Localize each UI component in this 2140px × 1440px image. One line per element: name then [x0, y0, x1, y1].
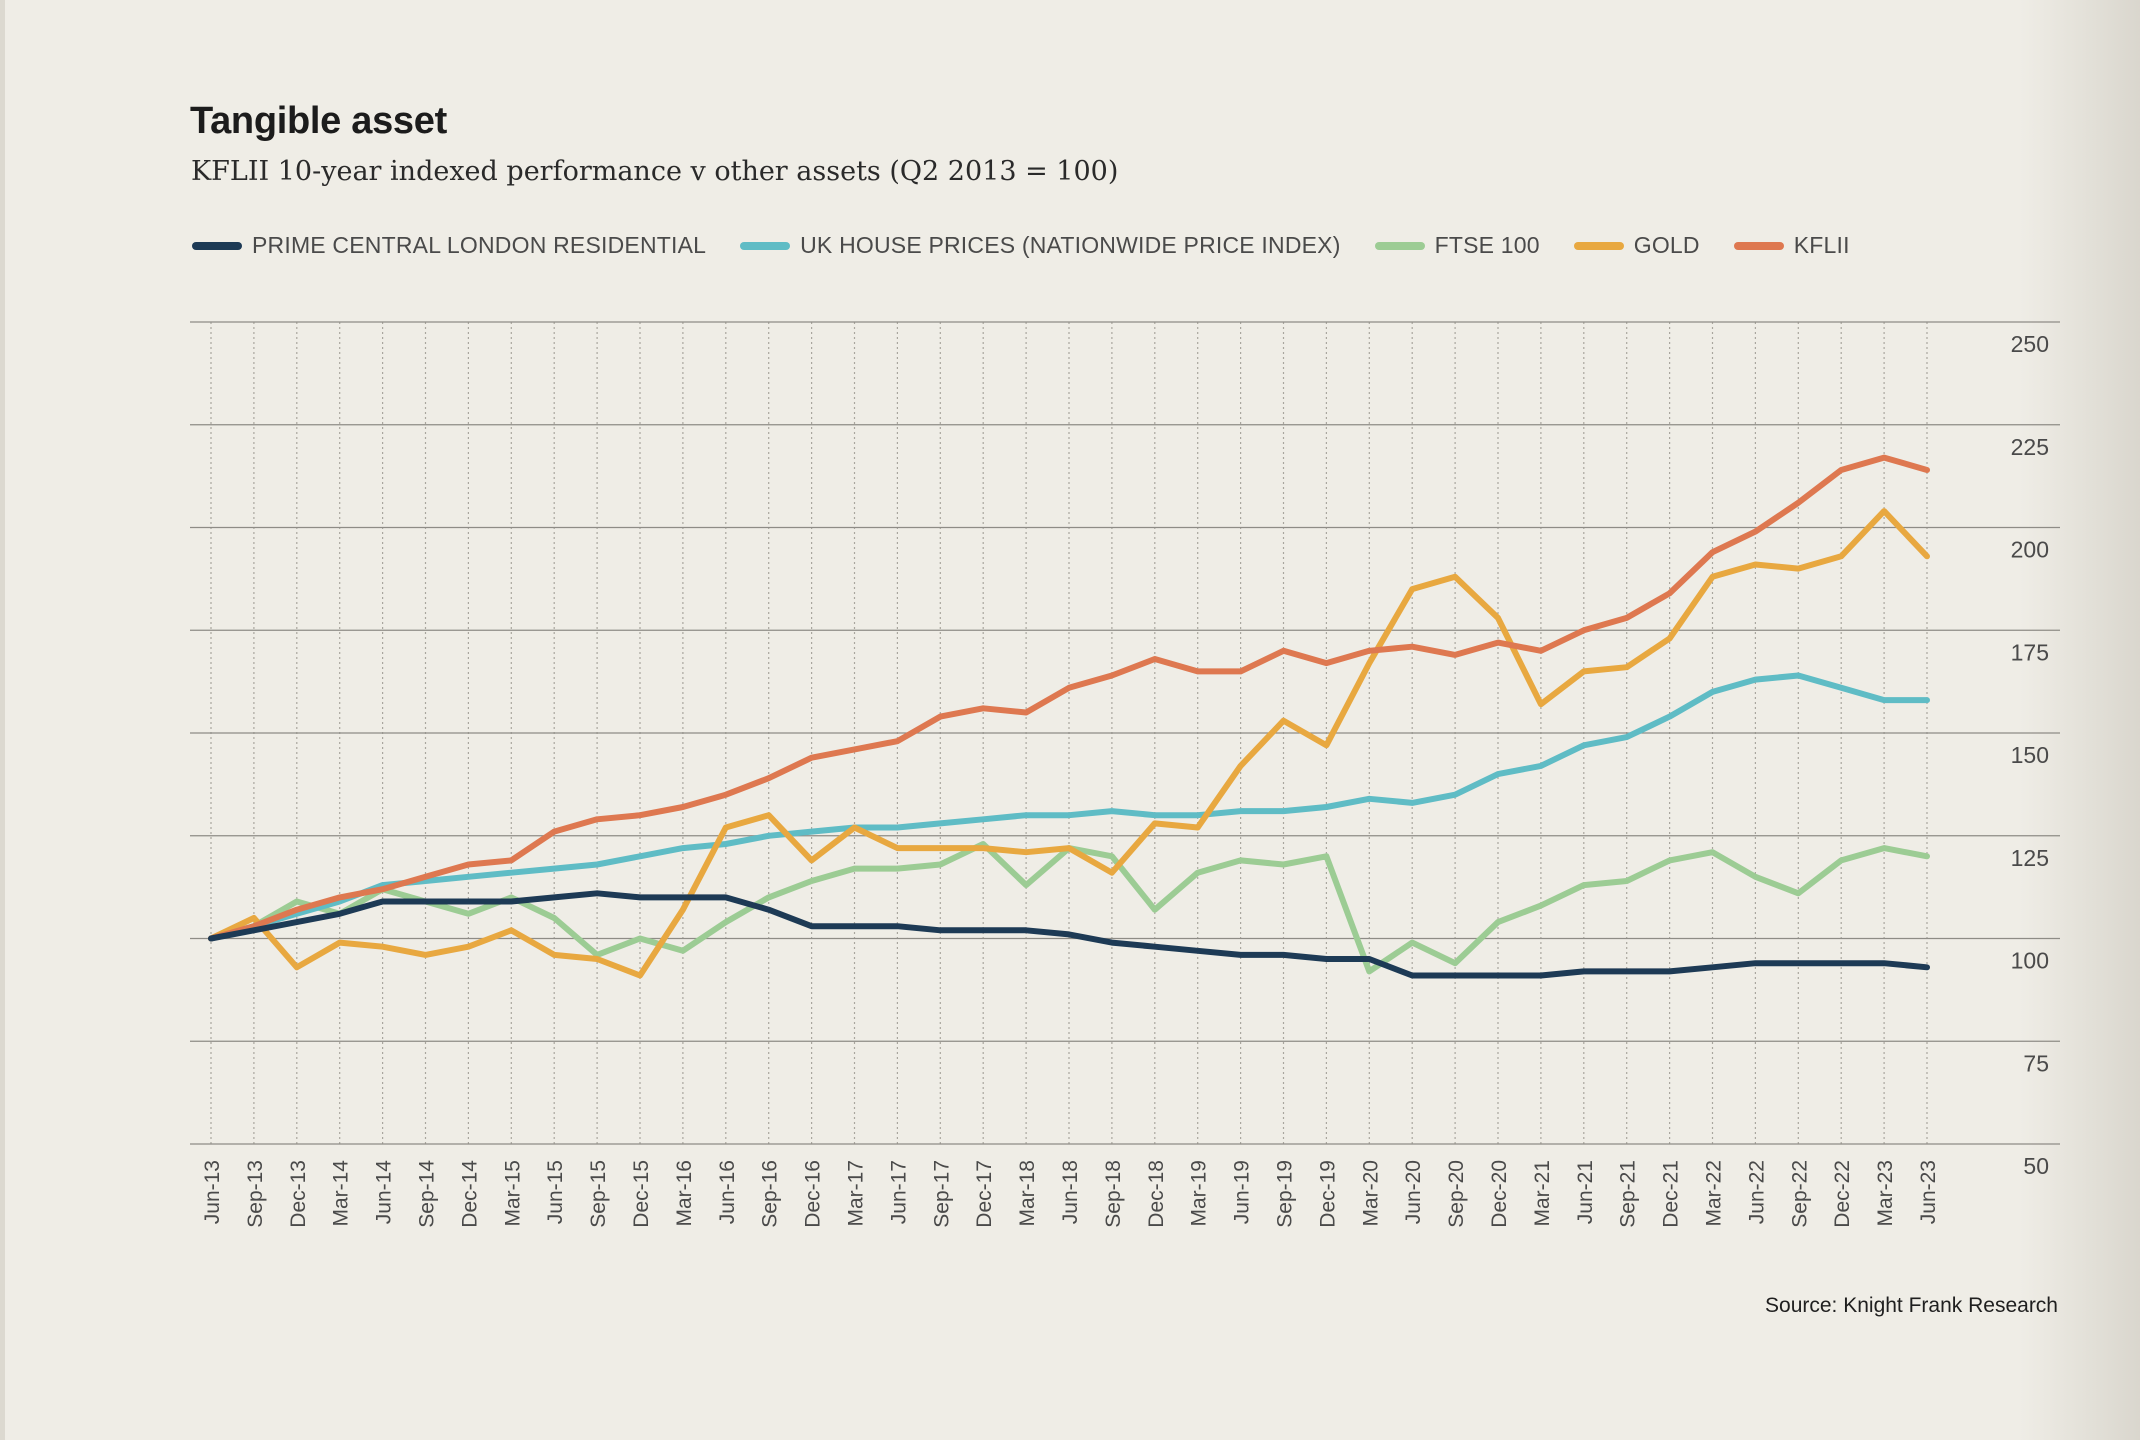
x-tick-label: Dec-15 — [630, 1160, 653, 1228]
series-line-uk-house-prices-nationwide-price-index — [208, 672, 1930, 942]
legend-item-uk-house-prices: UK HOUSE PRICES (NATIONWIDE PRICE INDEX) — [740, 232, 1340, 259]
x-tick-label: Sep-16 — [759, 1160, 782, 1228]
y-tick-label: 225 — [2011, 434, 2049, 460]
legend-swatch-pcl — [192, 241, 242, 250]
page-shadow — [2020, 0, 2140, 1440]
x-tick-label: Dec-16 — [802, 1160, 825, 1228]
x-axis-labels: Jun-13 Sep-13 Dec-13 Mar-14 Jun-14 Sep-14 Dec-… — [201, 1160, 1940, 1228]
x-tick-label: Jun-17 — [887, 1160, 910, 1224]
y-tick-label: 250 — [2011, 331, 2049, 357]
x-tick-label: Jun-23 — [1917, 1160, 1940, 1224]
x-tick-label: Mar-22 — [1703, 1160, 1726, 1227]
legend-item-kflii: KFLII — [1733, 232, 1850, 259]
x-tick-label: Jun-21 — [1574, 1160, 1597, 1224]
x-tick-label: Sep-20 — [1445, 1160, 1468, 1228]
legend-label-kflii: KFLII — [1793, 232, 1850, 258]
x-tick-label: Mar-23 — [1874, 1160, 1897, 1227]
y-tick-label: 100 — [2011, 948, 2049, 974]
x-tick-label: Mar-17 — [845, 1160, 868, 1227]
series-line-kflii — [208, 454, 1930, 942]
x-tick-label: Sep-21 — [1617, 1160, 1640, 1228]
x-tick-label: Dec-21 — [1660, 1160, 1683, 1228]
page-left-edge — [0, 0, 5, 1440]
x-tick-label: Jun-19 — [1231, 1160, 1254, 1224]
x-tick-label: Mar-18 — [1016, 1160, 1039, 1227]
x-tick-label: Sep-13 — [244, 1160, 267, 1228]
legend-label-uk-house-prices: UK HOUSE PRICES (NATIONWIDE PRICE INDEX) — [800, 232, 1341, 258]
legend-swatch-gold — [1573, 241, 1624, 250]
legend-label-gold: GOLD — [1633, 232, 1700, 258]
source-note: Source: Knight Frank Research — [1765, 1294, 2058, 1317]
series-line-prime-central-london-residential — [208, 890, 1930, 979]
y-tick-label: 50 — [2023, 1153, 2049, 1179]
x-tick-label: Dec-17 — [973, 1160, 996, 1228]
legend-swatch-uk-house-prices — [740, 241, 791, 250]
y-tick-label: 200 — [2011, 537, 2049, 563]
x-tick-label: Sep-19 — [1274, 1160, 1297, 1228]
x-tick-label: Jun-18 — [1059, 1160, 1082, 1224]
x-tick-label: Mar-15 — [501, 1160, 524, 1227]
x-tick-label: Jun-16 — [716, 1160, 739, 1224]
y-tick-label: 75 — [2023, 1050, 2049, 1076]
x-tick-label: Sep-18 — [1102, 1160, 1125, 1228]
legend-item-ftse-100: FTSE 100 — [1374, 232, 1540, 259]
x-tick-label: Sep-17 — [930, 1160, 953, 1228]
x-tick-label: Jun-13 — [201, 1160, 224, 1224]
chart-title: Tangible asset — [190, 100, 447, 142]
series-line-gold — [208, 508, 1930, 979]
horizontal-gridlines: 50 75 100 125 150 175 200 225 250 — [190, 321, 2060, 1179]
x-tick-label: Dec-20 — [1488, 1160, 1511, 1228]
legend-label-pcl: PRIME CENTRAL LONDON RESIDENTIAL — [252, 232, 707, 258]
x-tick-label: Sep-14 — [416, 1160, 439, 1228]
x-tick-label: Mar-20 — [1359, 1160, 1382, 1227]
legend-item-gold: GOLD — [1573, 232, 1700, 259]
y-tick-label: 125 — [2011, 845, 2049, 871]
y-tick-label: 175 — [2011, 639, 2049, 665]
x-tick-label: Dec-22 — [1831, 1160, 1854, 1228]
x-tick-label: Sep-15 — [587, 1160, 610, 1228]
x-tick-label: Dec-18 — [1145, 1160, 1168, 1228]
y-tick-label: 150 — [2011, 742, 2049, 768]
legend-label-ftse-100: FTSE 100 — [1434, 232, 1540, 258]
x-tick-label: Mar-16 — [673, 1160, 696, 1227]
x-tick-label: Jun-15 — [544, 1160, 567, 1224]
x-tick-label: Mar-21 — [1531, 1160, 1554, 1227]
legend-swatch-kflii — [1733, 241, 1784, 250]
x-tick-label: Dec-13 — [287, 1160, 310, 1228]
chart-subtitle: KFLII 10-year indexed performance v othe… — [191, 156, 1119, 187]
x-tick-label: Dec-14 — [458, 1160, 481, 1228]
x-tick-label: Sep-22 — [1788, 1160, 1811, 1228]
legend-swatch-ftse-100 — [1374, 241, 1425, 250]
x-tick-label: Dec-19 — [1316, 1160, 1339, 1228]
x-tick-label: Jun-20 — [1402, 1160, 1425, 1224]
legend-item-pcl: PRIME CENTRAL LONDON RESIDENTIAL — [192, 232, 706, 259]
x-tick-label: Jun-14 — [373, 1160, 396, 1225]
x-tick-label: Mar-14 — [330, 1160, 353, 1227]
chart-legend: PRIME CENTRAL LONDON RESIDENTIAL UK HOUS… — [192, 232, 1884, 259]
x-tick-label: Mar-19 — [1188, 1160, 1211, 1227]
x-tick-label: Jun-22 — [1745, 1160, 1768, 1224]
